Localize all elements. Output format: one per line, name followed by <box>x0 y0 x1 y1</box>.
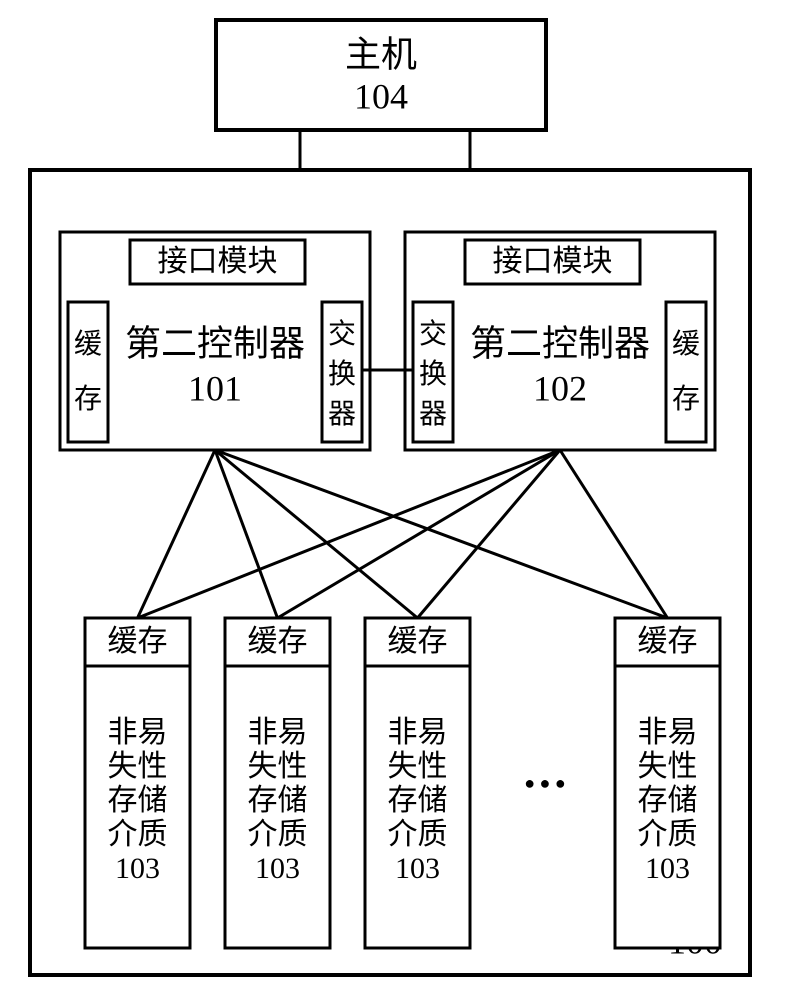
host-number: 104 <box>354 76 408 116</box>
storage-0-cache-label: 缓存 <box>108 625 168 658</box>
controller-right-number: 102 <box>533 368 587 408</box>
storage-1-cache-label: 缓存 <box>248 625 308 658</box>
controller-left-switch-label: 交换器 <box>328 318 356 430</box>
controller-left-number: 101 <box>188 368 242 408</box>
storage-1-body-label: 非易失性存储介质103 <box>248 716 308 885</box>
storage-3-cache-label: 缓存 <box>638 625 698 658</box>
host-title: 主机 <box>345 34 417 74</box>
storage-ellipsis: ● ● ● <box>524 773 566 793</box>
controller-right-title: 第二控制器 <box>470 323 650 363</box>
controller-left-title: 第二控制器 <box>125 323 305 363</box>
storage-2-body-label: 非易失性存储介质103 <box>388 716 448 885</box>
controller-right-cache-box <box>666 302 706 442</box>
storage-3-body-label: 非易失性存储介质103 <box>638 716 698 885</box>
diagram-canvas: 主机104100接口模块缓存交换器第二控制器101接口模块缓存交换器第二控制器1… <box>0 0 789 1000</box>
controller-right-switch-label: 交换器 <box>419 318 447 430</box>
controller-left-cache-box <box>68 302 108 442</box>
storage-2-cache-label: 缓存 <box>388 625 448 658</box>
controller-left-iface-label: 接口模块 <box>158 245 278 278</box>
storage-0-body-label: 非易失性存储介质103 <box>108 716 168 885</box>
controller-right-iface-label: 接口模块 <box>493 245 613 278</box>
